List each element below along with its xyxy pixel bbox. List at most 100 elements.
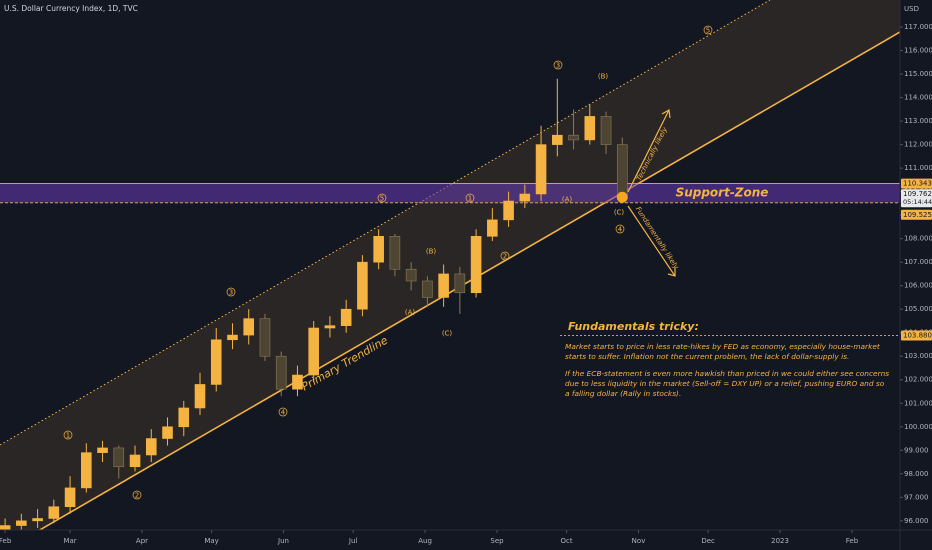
candle-body — [389, 236, 401, 270]
candle-body — [145, 438, 157, 456]
candle-body — [470, 236, 482, 294]
candle-body — [584, 116, 596, 141]
x-tick-label: Mar — [63, 537, 76, 545]
y-tick-label: 96.000 — [904, 517, 929, 525]
wave-label: (C) — [442, 330, 453, 338]
support-zone — [0, 183, 900, 203]
y-tick-label: 102.000 — [904, 376, 932, 384]
header: U.S. Dollar Currency Index, 1D, TVC — [4, 4, 138, 13]
wave-label: (A) — [405, 309, 416, 317]
wave-label: 5 — [706, 27, 710, 35]
y-tick-label: 99.000 — [904, 446, 929, 454]
candle-body — [259, 318, 271, 357]
wave-label: 5 — [380, 195, 384, 203]
candle-body — [210, 339, 222, 385]
wave-circle — [553, 60, 563, 70]
channel — [0, 0, 900, 530]
x-tick-label: Dec — [701, 537, 715, 545]
wave-label: 1 — [66, 432, 70, 440]
candle-body — [308, 327, 319, 376]
candle-body — [340, 308, 352, 326]
price-tag-label: 103.880 — [903, 332, 932, 340]
y-tick-label: 101.000 — [904, 399, 932, 407]
arrow — [627, 205, 676, 277]
wave-label: 4 — [281, 409, 286, 417]
candle-body — [373, 236, 384, 263]
x-tick-label: Aug — [418, 537, 432, 545]
wave-circle — [226, 287, 236, 297]
candle-body — [568, 134, 579, 141]
y-tick-label: 107.000 — [904, 258, 932, 266]
wave-label: 2 — [135, 492, 139, 500]
candle-body — [32, 518, 43, 522]
wave-label: 3 — [229, 289, 233, 297]
wave-circle — [278, 407, 288, 417]
y-tick-label: 106.000 — [904, 282, 932, 290]
note-line: If the ECB-statement is even more hawkis… — [565, 369, 889, 378]
y-tick-label: 98.000 — [904, 470, 929, 478]
y-tick-label: 100.000 — [904, 423, 932, 431]
candle-body — [519, 193, 531, 202]
wave-label: (B) — [426, 248, 437, 256]
candle-body — [487, 219, 498, 237]
price-tag — [901, 189, 932, 208]
wave-circle — [703, 25, 713, 35]
wave-label: 4 — [618, 226, 623, 234]
primary-trendline — [38, 31, 900, 530]
candle-body — [552, 134, 563, 145]
y-tick-label: 116.000 — [904, 47, 932, 55]
wave-circle — [132, 490, 142, 500]
wave-label: (B) — [598, 73, 609, 81]
current-price-dot — [616, 191, 628, 203]
y-tick-label: 117.000 — [904, 23, 932, 31]
candle-body — [64, 487, 76, 508]
wave-circle — [465, 193, 475, 203]
y-tick-label: 114.000 — [904, 94, 932, 102]
price-tag-label: 110.343 — [903, 180, 932, 188]
x-tick-label: Feb — [0, 537, 12, 545]
note-line: starts to suffer. Inflation not the curr… — [565, 352, 849, 361]
wave-circle — [500, 251, 510, 261]
x-tick-label: Jul — [348, 537, 358, 545]
price-tag-label: 109.525 — [903, 211, 932, 219]
y-tick-label: 97.000 — [904, 493, 929, 501]
y-tick-label: 115.000 — [904, 70, 932, 78]
price-tag — [901, 178, 932, 189]
price-tag — [901, 209, 932, 220]
candle-body — [113, 447, 125, 468]
y-tick-label: 112.000 — [904, 141, 932, 149]
y-tick-label: 108.000 — [904, 235, 932, 243]
price-tag-label: 109.762 — [903, 190, 932, 198]
wave-label: (A) — [562, 196, 573, 204]
x-tick-label: Jun — [277, 537, 289, 545]
candle-body — [81, 452, 92, 489]
x-tick-label: Nov — [632, 537, 646, 545]
upper-channel-line — [0, 0, 771, 446]
arrow-head — [667, 268, 676, 277]
x-tick-label: Feb — [846, 537, 859, 545]
price-tag — [901, 330, 932, 341]
candle-body — [357, 261, 368, 310]
support-zone-label: Support-Zone — [676, 186, 769, 200]
x-tick-label: May — [204, 537, 218, 545]
candle-body — [48, 506, 60, 519]
wave-circle — [615, 224, 625, 234]
candle-body — [454, 273, 466, 294]
candle-body — [162, 426, 173, 439]
wave-label: 3 — [556, 62, 560, 70]
candle-body — [194, 384, 206, 409]
candle-body — [292, 374, 303, 390]
candle-body — [324, 325, 336, 329]
candle-body — [422, 280, 433, 298]
plot: Support-Zone — [0, 78, 900, 530]
arrow — [627, 109, 670, 193]
candle-body — [97, 447, 108, 453]
wave-circle — [377, 193, 387, 203]
x-tick-label: 2023 — [771, 537, 789, 545]
candle-body — [616, 144, 628, 198]
candle-body — [129, 454, 141, 468]
candle-body — [438, 273, 449, 298]
candle-body — [16, 520, 27, 526]
